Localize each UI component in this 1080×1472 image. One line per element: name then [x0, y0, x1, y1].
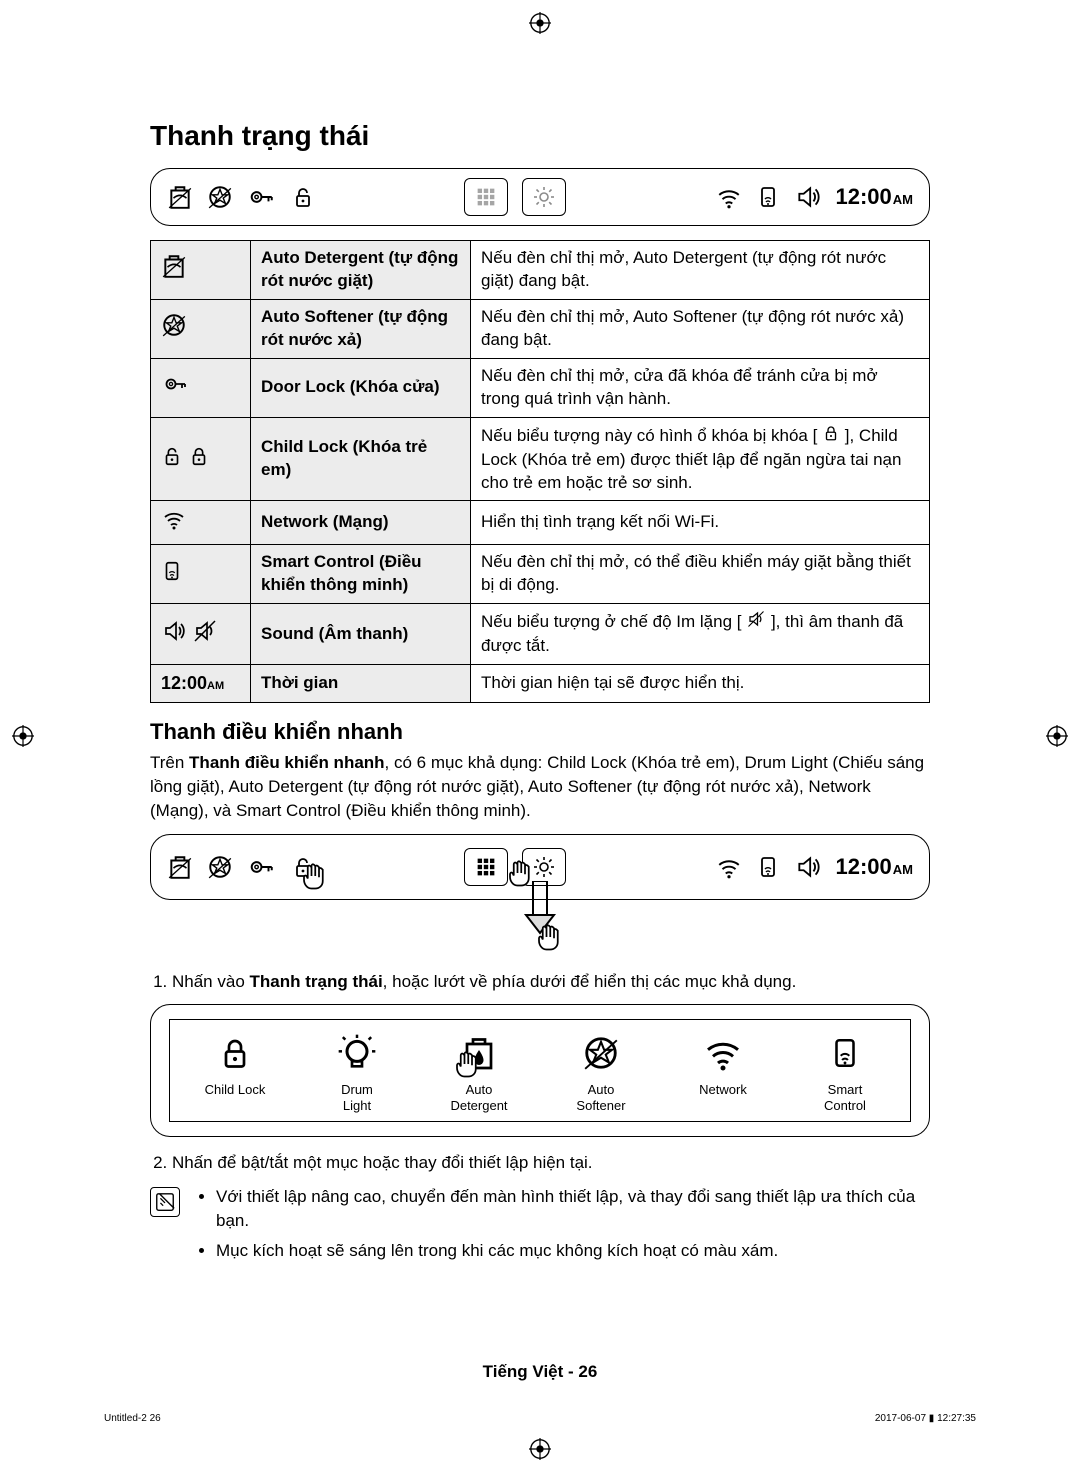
table-row: Smart Control (Điều khiển thông minh) Nế… — [151, 545, 930, 604]
table-row: Auto Softener (tự động rót nước xả) Nếu … — [151, 299, 930, 358]
row-name: Door Lock (Khóa cửa) — [251, 358, 471, 417]
row-icon — [151, 358, 251, 417]
footer-timestamp: 2017-06-07 ▮ 12:27:35 — [875, 1413, 976, 1424]
quick-item-child-lock: Child Lock — [190, 1030, 280, 1113]
tap-hand-icon — [299, 860, 329, 897]
row-desc: Thời gian hiện tại sẽ được hiển thị. — [471, 665, 930, 703]
row-name: Child Lock (Khóa trẻ em) — [251, 417, 471, 501]
note-icon — [150, 1187, 180, 1217]
quick-item-auto-detergent: AutoDetergent — [434, 1030, 524, 1113]
note-bullet: Với thiết lập nâng cao, chuyển đến màn h… — [216, 1185, 930, 1233]
quick-item-smart-control: SmartControl — [800, 1030, 890, 1113]
status-time: 12:00AM — [836, 184, 914, 210]
wifi-icon — [702, 1030, 744, 1076]
child-lock-open-icon — [291, 184, 315, 210]
note-bullet: Mục kích hoạt sẽ sáng lên trong khi các … — [216, 1239, 930, 1263]
heading-quick-control: Thanh điều khiển nhanh — [150, 719, 930, 745]
row-icon — [151, 501, 251, 545]
crop-mark-left-icon — [10, 723, 36, 749]
row-name: Network (Mạng) — [251, 501, 471, 545]
step-2: Nhấn để bật/tắt một mục hoặc thay đổi th… — [172, 1151, 930, 1175]
settings-button — [522, 178, 566, 216]
door-lock-icon — [247, 854, 277, 880]
quick-item-drum-light: DrumLight — [312, 1030, 402, 1113]
steps-list-2: Nhấn để bật/tắt một mục hoặc thay đổi th… — [150, 1151, 930, 1175]
quick-control-panel: Child Lock DrumLight AutoDetergent AutoS… — [150, 1004, 930, 1137]
footer-page-label: Tiếng Việt - 26 — [0, 1362, 1080, 1382]
row-desc: Nếu đèn chỉ thị mở, Auto Detergent (tự đ… — [471, 241, 930, 300]
row-icon — [151, 417, 251, 501]
row-desc: Hiển thị tình trạng kết nối Wi-Fi. — [471, 501, 930, 545]
crop-mark-top-icon — [527, 10, 553, 36]
sound-on-icon — [794, 184, 822, 210]
status-bar-display: 12:00AM — [150, 168, 930, 226]
heading-status-bar: Thanh trạng thái — [150, 120, 930, 152]
icon-description-table: Auto Detergent (tự động rót nước giặt) N… — [150, 240, 930, 703]
row-desc: Nếu đèn chỉ thị mở, Auto Softener (tự độ… — [471, 299, 930, 358]
time-value: 12:00 — [836, 184, 892, 210]
row-icon — [151, 241, 251, 300]
table-row: Door Lock (Khóa cửa) Nếu đèn chỉ thị mở,… — [151, 358, 930, 417]
wifi-icon — [716, 184, 742, 210]
footer-doc-name: Untitled-2 26 — [104, 1413, 161, 1424]
detergent-icon — [167, 854, 193, 880]
detergent-icon — [167, 184, 193, 210]
bulb-icon — [337, 1030, 377, 1076]
crop-mark-right-icon — [1044, 723, 1070, 749]
tap-hand-icon — [452, 1048, 482, 1084]
table-row: 12:00AM Thời gian Thời gian hiện tại sẽ … — [151, 665, 930, 703]
row-name: Auto Softener (tự động rót nước xả) — [251, 299, 471, 358]
row-icon: 12:00AM — [151, 665, 251, 703]
sound-on-icon — [794, 854, 822, 880]
table-row: Auto Detergent (tự động rót nước giặt) N… — [151, 241, 930, 300]
quick-item-network: Network — [678, 1030, 768, 1113]
softener-icon — [582, 1030, 620, 1076]
page: Thanh trạng thái 12:00AM — [0, 0, 1080, 1472]
row-desc: Nếu đèn chỉ thị mở, cửa đã khóa để tránh… — [471, 358, 930, 417]
softener-icon — [207, 854, 233, 880]
table-row: Child Lock (Khóa trẻ em) Nếu biểu tượng … — [151, 417, 930, 501]
table-row: Sound (Âm thanh) Nếu biểu tượng ở chế độ… — [151, 604, 930, 665]
smart-control-icon — [756, 184, 780, 210]
softener-icon — [207, 184, 233, 210]
row-name: Smart Control (Điều khiển thông minh) — [251, 545, 471, 604]
row-name: Thời gian — [251, 665, 471, 703]
row-desc: Nếu biểu tượng này có hình ổ khóa bị khó… — [471, 417, 930, 501]
row-name: Auto Detergent (tự động rót nước giặt) — [251, 241, 471, 300]
steps-list: Nhấn vào Thanh trạng thái, hoặc lướt về … — [150, 970, 930, 994]
crop-mark-bottom-icon — [527, 1436, 553, 1462]
quick-item-auto-softener: AutoSoftener — [556, 1030, 646, 1113]
smart-control-icon — [828, 1030, 862, 1076]
status-time: 12:00AM — [836, 854, 914, 880]
door-lock-icon — [247, 184, 277, 210]
smart-control-icon — [756, 854, 780, 880]
row-icon — [151, 604, 251, 665]
child-lock-open-icon — [291, 854, 315, 880]
wifi-icon — [716, 854, 742, 880]
row-desc: Nếu biểu tượng ở chế độ Im lặng [ ], thì… — [471, 604, 930, 665]
note-block: Với thiết lập nâng cao, chuyển đến màn h… — [150, 1185, 930, 1268]
row-icon — [151, 299, 251, 358]
quick-control-intro: Trên Thanh điều khiển nhanh, có 6 mục kh… — [150, 751, 930, 822]
row-icon — [151, 545, 251, 604]
child-lock-closed-icon — [217, 1030, 253, 1076]
apps-grid-button — [464, 178, 508, 216]
tap-hand-icon — [534, 921, 564, 958]
status-bar-interactive: 12:00AM — [150, 834, 930, 900]
row-name: Sound (Âm thanh) — [251, 604, 471, 665]
row-desc: Nếu đèn chỉ thị mở, có thể điều khiển má… — [471, 545, 930, 604]
table-row: Network (Mạng) Hiển thị tình trạng kết n… — [151, 501, 930, 545]
step-1: Nhấn vào Thanh trạng thái, hoặc lướt về … — [172, 970, 930, 994]
time-ampm: AM — [893, 192, 913, 207]
apps-grid-button — [464, 848, 508, 886]
